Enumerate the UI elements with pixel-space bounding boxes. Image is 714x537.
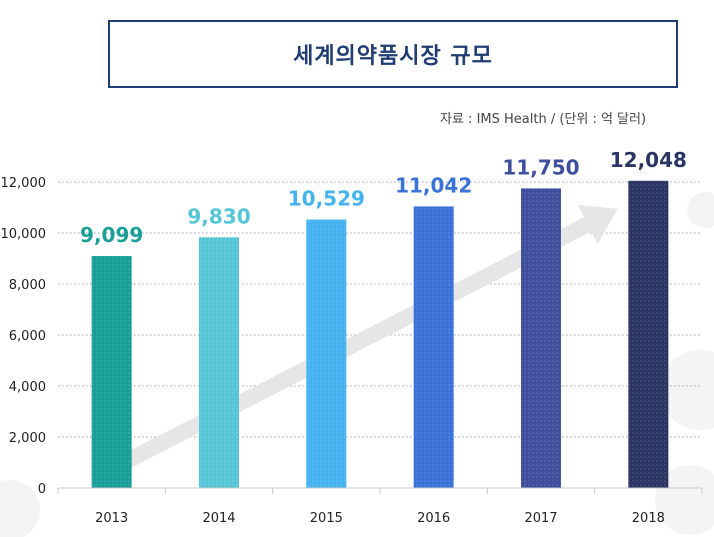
axes: 0 2,000 4,000 6,000 8,000 10,000 12,000 2013 201…	[1, 176, 703, 526]
y-tick-label: 2,000	[9, 431, 46, 446]
x-tick-label: 2013	[95, 511, 128, 526]
bar-texture	[306, 219, 347, 488]
data-labels: 9,099 9,830 10,529 11,042 11,750 12,048	[80, 148, 687, 247]
data-label: 12,048	[610, 148, 687, 172]
x-tick-label: 2018	[632, 511, 665, 526]
y-tick-label: 12,000	[1, 176, 47, 191]
bar-texture	[413, 206, 454, 488]
decoration-circle	[660, 350, 714, 430]
y-tick-label: 8,000	[9, 278, 46, 293]
x-tick-label: 2014	[202, 511, 235, 526]
data-label: 11,750	[502, 155, 579, 179]
data-label: 9,099	[80, 223, 143, 247]
bar-texture	[91, 255, 132, 488]
x-tick-label: 2015	[310, 511, 343, 526]
y-tick-label: 4,000	[9, 380, 46, 395]
decoration-circle	[687, 192, 714, 228]
data-label: 11,042	[395, 173, 472, 197]
title-box: 세계의약품시장 규모	[108, 20, 678, 88]
bars	[91, 180, 669, 488]
y-tick-label: 6,000	[9, 329, 46, 344]
chart-title: 세계의약품시장 규모	[293, 44, 493, 69]
bar-texture	[199, 237, 239, 488]
bar-texture	[628, 180, 669, 488]
background-decoration	[0, 192, 714, 537]
decoration-circle	[0, 480, 40, 537]
y-tick-label: 0	[38, 482, 46, 497]
x-tick-label: 2016	[417, 511, 450, 526]
decoration-circle	[655, 465, 714, 535]
x-tick-label: 2017	[524, 511, 557, 526]
bar-texture	[521, 188, 561, 488]
data-label: 10,529	[288, 187, 365, 211]
data-label: 9,830	[187, 204, 250, 228]
y-tick-label: 10,000	[1, 227, 47, 242]
trend-arrow-head	[577, 204, 618, 244]
source-note: 자료 : IMS Health / (단위 : 억 달러)	[440, 112, 647, 127]
